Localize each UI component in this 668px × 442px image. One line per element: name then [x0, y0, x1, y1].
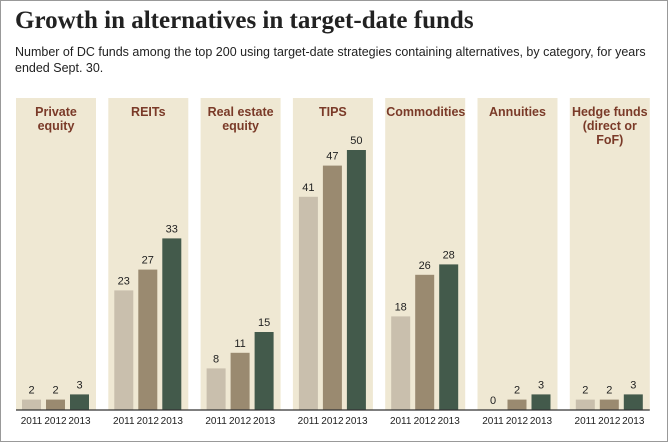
- x-tick-label: 2011: [482, 416, 504, 427]
- value-label: 33: [166, 223, 178, 235]
- bar: [531, 394, 551, 410]
- value-label: 26: [419, 260, 431, 272]
- value-label: 3: [76, 379, 82, 391]
- x-tick-label: 2013: [438, 416, 461, 427]
- x-tick-label: 2011: [298, 416, 320, 427]
- chart-title: Growth in alternatives in target-date fu…: [15, 7, 474, 34]
- x-tick-label: 2012: [506, 416, 529, 427]
- value-label: 18: [395, 301, 407, 313]
- x-tick-label: 2011: [575, 416, 597, 427]
- value-label: 3: [538, 379, 544, 391]
- x-tick-label: 2013: [68, 416, 91, 427]
- x-tick-label: 2012: [229, 416, 252, 427]
- value-label: 28: [443, 249, 455, 261]
- chart-subtitle: Number of DC funds among the top 200 usi…: [15, 45, 646, 75]
- bar: [230, 352, 250, 410]
- value-label: 0: [490, 395, 496, 407]
- bar: [254, 332, 274, 410]
- x-tick-label: 2012: [137, 416, 160, 427]
- bar: [206, 368, 226, 410]
- bar: [439, 264, 459, 410]
- x-tick-label: 2013: [622, 416, 645, 427]
- panel-title: REITs: [131, 105, 166, 119]
- x-tick-label: 2012: [598, 416, 621, 427]
- x-tick-label: 2013: [345, 416, 368, 427]
- value-label: 50: [350, 135, 362, 147]
- panel-title: Real estate equity: [207, 105, 274, 133]
- x-tick-label: 2013: [253, 416, 276, 427]
- x-tick-label: 2012: [44, 416, 67, 427]
- value-label: 2: [28, 385, 34, 397]
- bar: [138, 269, 158, 410]
- value-label: 11: [234, 338, 245, 350]
- x-tick-label: 2011: [21, 416, 43, 427]
- x-tick-label: 2013: [530, 416, 553, 427]
- bar: [415, 274, 435, 410]
- bar: [70, 394, 89, 410]
- bar: [391, 316, 411, 410]
- value-label: 23: [118, 275, 130, 287]
- bar: [298, 196, 318, 410]
- panel-title: Private equity: [35, 105, 77, 133]
- x-tick-label: 2011: [205, 416, 227, 427]
- panel-title: Hedge funds (direct or FoF): [571, 105, 648, 147]
- x-tick-label: 2011: [390, 416, 412, 427]
- bar: [623, 394, 643, 410]
- panel-background: [569, 98, 650, 410]
- value-label: 2: [52, 385, 58, 397]
- x-tick-label: 2012: [414, 416, 437, 427]
- value-label: 41: [302, 182, 314, 194]
- bar: [46, 399, 65, 410]
- panel-title: Annuities: [489, 105, 546, 119]
- bar: [507, 399, 527, 410]
- value-label: 2: [582, 385, 588, 397]
- value-label: 15: [258, 317, 270, 329]
- bar: [114, 290, 134, 410]
- bar: [346, 150, 366, 410]
- x-tick-label: 2012: [321, 416, 344, 427]
- x-tick-label: 2011: [113, 416, 135, 427]
- value-label: 27: [142, 255, 154, 267]
- value-label: 2: [514, 385, 520, 397]
- bar: [322, 165, 342, 410]
- panel-background: [16, 98, 96, 410]
- value-label: 3: [630, 379, 636, 391]
- bar: [599, 399, 619, 410]
- value-label: 47: [326, 151, 338, 163]
- bar: [162, 238, 182, 410]
- value-label: 8: [213, 353, 219, 365]
- panel-title: TIPS: [318, 105, 347, 119]
- x-tick-label: 2013: [161, 416, 184, 427]
- panel-background: [477, 98, 558, 410]
- bar: [575, 399, 595, 410]
- value-label: 2: [606, 385, 612, 397]
- bar: [22, 399, 41, 410]
- panel-title: Commodities: [386, 105, 466, 119]
